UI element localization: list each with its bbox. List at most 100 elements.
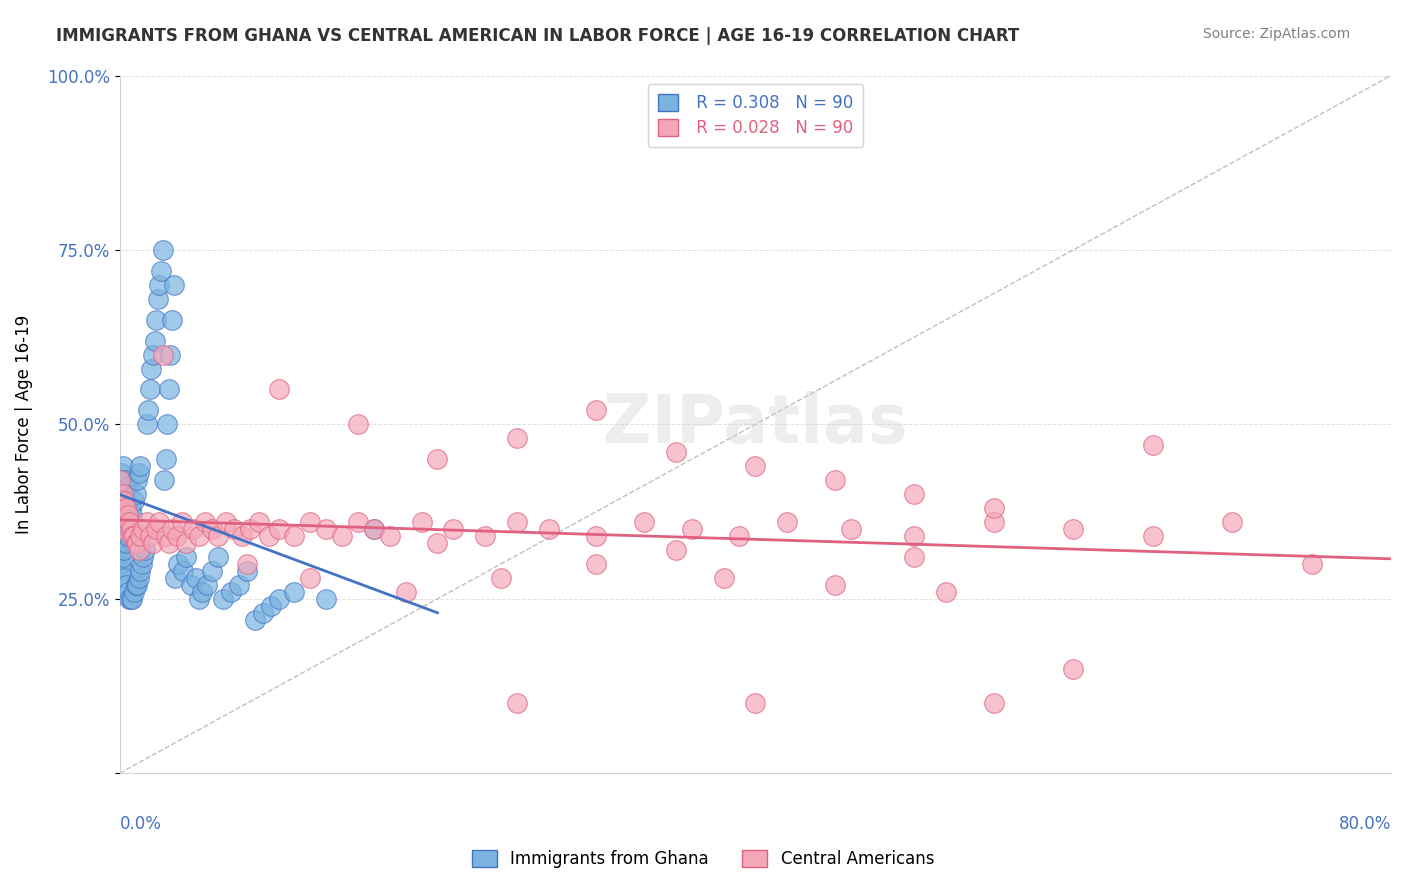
Central Americans <box>1142 529 1164 543</box>
Immigrants from Ghana <box>124 487 146 501</box>
Immigrants from Ghana <box>122 584 145 599</box>
Central Americans <box>1301 557 1323 571</box>
Central Americans <box>489 571 512 585</box>
Central Americans <box>903 549 925 564</box>
Central Americans <box>127 536 149 550</box>
Central Americans <box>744 697 766 711</box>
Immigrants from Ghana <box>111 564 134 578</box>
Immigrants from Ghana <box>122 494 145 508</box>
Central Americans <box>117 508 139 522</box>
Central Americans <box>108 522 131 536</box>
Immigrants from Ghana <box>219 584 242 599</box>
Central Americans <box>201 522 224 536</box>
Immigrants from Ghana <box>110 487 132 501</box>
Immigrants from Ghana <box>283 584 305 599</box>
Immigrants from Ghana <box>176 549 198 564</box>
Immigrants from Ghana <box>120 501 142 516</box>
Immigrants from Ghana <box>115 494 138 508</box>
Central Americans <box>166 529 188 543</box>
Immigrants from Ghana <box>163 277 186 292</box>
Immigrants from Ghana <box>111 549 134 564</box>
Immigrants from Ghana <box>111 529 134 543</box>
Central Americans <box>585 403 607 417</box>
Central Americans <box>824 578 846 592</box>
Immigrants from Ghana <box>120 591 142 606</box>
Immigrants from Ghana <box>108 508 131 522</box>
Central Americans <box>330 529 353 543</box>
Central Americans <box>903 487 925 501</box>
Central Americans <box>665 445 688 459</box>
Immigrants from Ghana <box>141 361 163 376</box>
Central Americans <box>207 529 229 543</box>
Central Americans <box>315 522 337 536</box>
Immigrants from Ghana <box>180 578 202 592</box>
Immigrants from Ghana <box>243 613 266 627</box>
Central Americans <box>215 515 238 529</box>
Central Americans <box>283 529 305 543</box>
Immigrants from Ghana <box>111 459 134 474</box>
Immigrants from Ghana <box>128 466 150 480</box>
Immigrants from Ghana <box>155 452 177 467</box>
Immigrants from Ghana <box>160 312 183 326</box>
Immigrants from Ghana <box>112 473 135 487</box>
Immigrants from Ghana <box>134 543 156 558</box>
Immigrants from Ghana <box>207 549 229 564</box>
Central Americans <box>983 515 1005 529</box>
Central Americans <box>728 529 751 543</box>
Immigrants from Ghana <box>117 480 139 494</box>
Immigrants from Ghana <box>129 459 152 474</box>
Immigrants from Ghana <box>315 591 337 606</box>
Immigrants from Ghana <box>152 243 174 257</box>
Immigrants from Ghana <box>156 417 179 432</box>
Central Americans <box>1062 522 1084 536</box>
Immigrants from Ghana <box>157 383 180 397</box>
Central Americans <box>713 571 735 585</box>
Immigrants from Ghana <box>117 529 139 543</box>
Immigrants from Ghana <box>259 599 281 613</box>
Central Americans <box>155 529 177 543</box>
Immigrants from Ghana <box>108 515 131 529</box>
Immigrants from Ghana <box>110 522 132 536</box>
Immigrants from Ghana <box>127 578 149 592</box>
Central Americans <box>181 522 204 536</box>
Central Americans <box>378 529 401 543</box>
Immigrants from Ghana <box>108 473 131 487</box>
Central Americans <box>744 459 766 474</box>
Immigrants from Ghana <box>172 564 194 578</box>
Central Americans <box>633 515 655 529</box>
Immigrants from Ghana <box>143 334 166 348</box>
Immigrants from Ghana <box>111 501 134 516</box>
Central Americans <box>839 522 862 536</box>
Central Americans <box>115 501 138 516</box>
Immigrants from Ghana <box>136 403 159 417</box>
Immigrants from Ghana <box>124 578 146 592</box>
Central Americans <box>506 515 529 529</box>
Text: 0.0%: 0.0% <box>120 815 162 833</box>
Y-axis label: In Labor Force | Age 16-19: In Labor Force | Age 16-19 <box>15 315 32 534</box>
Immigrants from Ghana <box>228 578 250 592</box>
Central Americans <box>585 529 607 543</box>
Immigrants from Ghana <box>112 571 135 585</box>
Immigrants from Ghana <box>363 522 385 536</box>
Immigrants from Ghana <box>148 277 170 292</box>
Central Americans <box>426 536 449 550</box>
Central Americans <box>235 557 257 571</box>
Immigrants from Ghana <box>167 557 190 571</box>
Immigrants from Ghana <box>108 522 131 536</box>
Immigrants from Ghana <box>108 487 131 501</box>
Central Americans <box>160 522 183 536</box>
Central Americans <box>188 529 211 543</box>
Central Americans <box>148 515 170 529</box>
Immigrants from Ghana <box>127 473 149 487</box>
Central Americans <box>585 557 607 571</box>
Immigrants from Ghana <box>195 578 218 592</box>
Immigrants from Ghana <box>112 515 135 529</box>
Central Americans <box>411 515 433 529</box>
Central Americans <box>824 473 846 487</box>
Central Americans <box>239 522 262 536</box>
Central Americans <box>1062 661 1084 675</box>
Text: Source: ZipAtlas.com: Source: ZipAtlas.com <box>1202 27 1350 41</box>
Central Americans <box>395 584 418 599</box>
Immigrants from Ghana <box>108 529 131 543</box>
Central Americans <box>132 522 155 536</box>
